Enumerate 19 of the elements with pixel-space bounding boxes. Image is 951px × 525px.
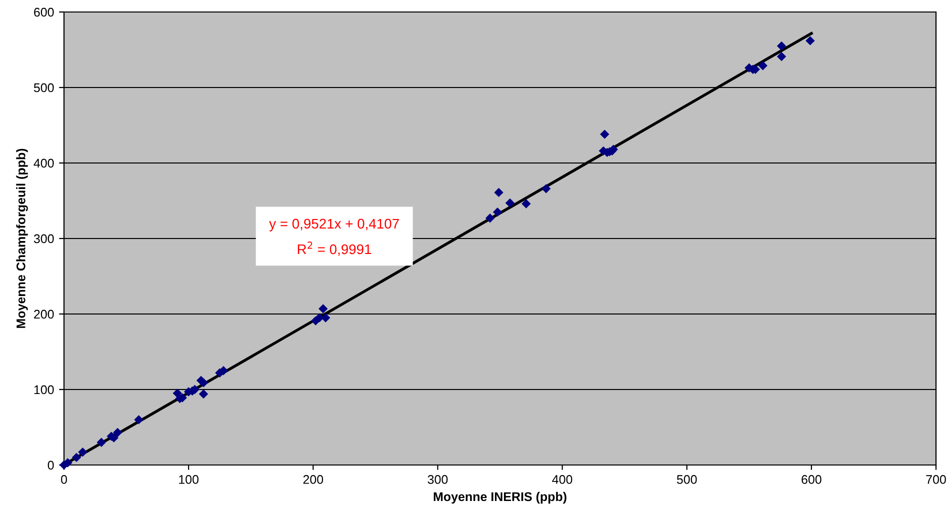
y-tick-label: 200	[34, 310, 54, 319]
y-tick-label: 100	[34, 385, 54, 394]
x-tick-label: 600	[802, 475, 822, 484]
y-tick-label: 0	[48, 460, 54, 470]
y-tick-label: 400	[34, 158, 54, 168]
x-tick-label: 500	[676, 475, 697, 484]
x-tick-label: 300	[428, 475, 448, 484]
x-tick-label: 100	[179, 475, 199, 484]
x-tick-label: 0	[61, 475, 67, 484]
y-axis-title: Moyenne Champforgeuil (ppb)	[16, 148, 28, 328]
y-tick-label: 300	[34, 234, 54, 244]
x-tick-label: 700	[926, 475, 946, 484]
annotation: R$^{2}$ = 0,9991	[298, 242, 372, 256]
x-axis-title: Moyenne INERIS (ppb)	[434, 492, 566, 504]
x-tick-label: 200	[303, 475, 324, 484]
x-tick-label: 400	[552, 475, 572, 484]
y-tick-label: 600	[34, 8, 54, 17]
y-tick-label: 500	[34, 83, 54, 92]
annotation: y = 0,9521x + 0,4107	[269, 218, 399, 232]
